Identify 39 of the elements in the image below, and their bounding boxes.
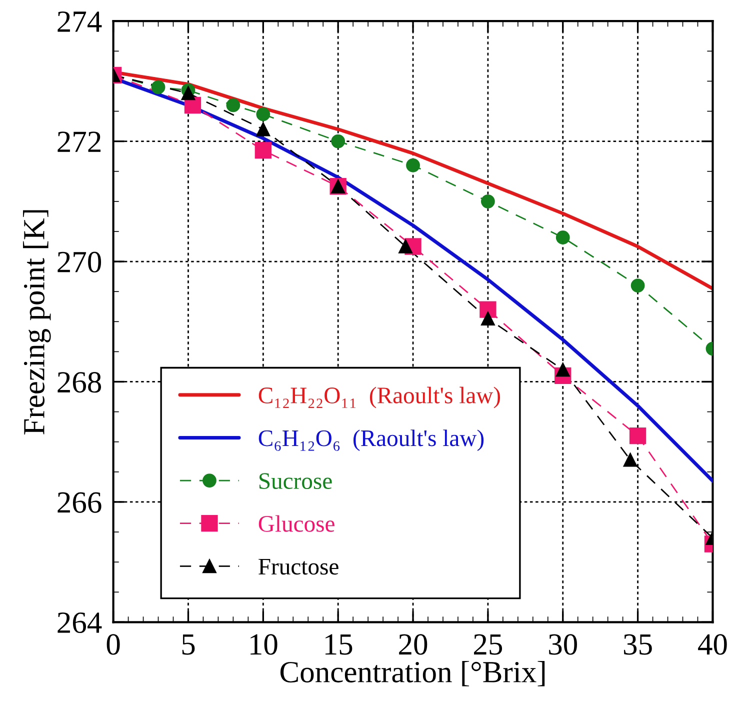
x-tick-label: 40 bbox=[698, 634, 727, 655]
point bbox=[481, 312, 495, 326]
y-tick-label: 270 bbox=[58, 252, 102, 272]
legend-label: Fructose bbox=[258, 558, 338, 575]
point bbox=[623, 452, 638, 467]
x-tick-label: 25 bbox=[474, 634, 502, 655]
x-tick-label: 0 bbox=[106, 634, 120, 655]
point bbox=[256, 107, 270, 122]
legend-label: C₆H₁₂O₆ (Raoult's law) bbox=[258, 430, 484, 452]
point bbox=[331, 134, 346, 148]
x-tick-label: 10 bbox=[250, 634, 278, 655]
y-tick-label: 272 bbox=[58, 132, 101, 152]
x-tick-label: 35 bbox=[624, 634, 652, 655]
point bbox=[480, 301, 496, 318]
y-tick-label: 266 bbox=[58, 492, 102, 513]
point bbox=[151, 80, 166, 94]
point bbox=[254, 142, 272, 159]
point bbox=[481, 194, 495, 208]
point bbox=[181, 86, 196, 100]
legend-label: Glucose bbox=[258, 515, 334, 532]
point bbox=[398, 240, 412, 254]
x-tick-label: 5 bbox=[182, 634, 195, 655]
point bbox=[556, 362, 570, 377]
point bbox=[629, 427, 646, 444]
x-tick-label: 30 bbox=[549, 634, 577, 655]
point bbox=[256, 122, 270, 136]
x-axis-title: Concentration [°Brix] bbox=[280, 660, 545, 686]
x-tick-label: 15 bbox=[326, 634, 352, 655]
point bbox=[556, 230, 570, 244]
point bbox=[406, 158, 420, 172]
legend-label: Sucrose bbox=[259, 473, 332, 490]
point bbox=[226, 98, 240, 112]
y-tick-label: 274 bbox=[58, 11, 102, 32]
x-tick-label: 20 bbox=[399, 634, 428, 655]
y-axis-title: Freezing point [K] bbox=[23, 210, 51, 434]
y-tick-label: 264 bbox=[58, 612, 102, 634]
point bbox=[630, 278, 645, 293]
y-tick-label: 268 bbox=[58, 372, 102, 393]
legend-label: C₁₂H₂₂O₁₁ (Raoult's law) bbox=[258, 386, 500, 408]
